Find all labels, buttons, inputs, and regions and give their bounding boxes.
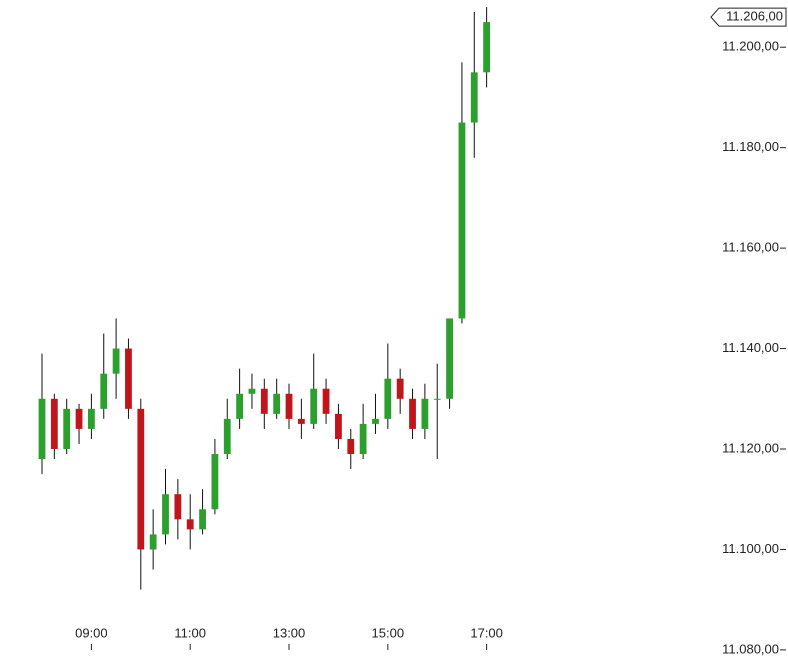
candle-body	[335, 413, 342, 439]
y-tick-label: 11.100,00	[722, 541, 779, 556]
y-tick-label: 11.160,00	[722, 240, 779, 255]
candle-body	[162, 494, 169, 535]
candle-body	[446, 318, 453, 399]
candle-body	[137, 408, 145, 550]
y-tick-label: 11.200,00	[722, 39, 779, 54]
candle-body	[433, 398, 441, 400]
candle-body	[186, 519, 194, 530]
candle-body	[211, 454, 219, 510]
candle-body	[223, 418, 231, 455]
candle-body	[322, 388, 330, 414]
candle-body	[88, 408, 95, 429]
candle-body	[297, 418, 305, 424]
last-price-label: 11.206,00	[726, 9, 783, 24]
candle-body	[409, 398, 416, 429]
candle-body	[470, 72, 478, 123]
last-price-box	[710, 7, 787, 27]
candle-body	[372, 418, 379, 424]
x-tick-label: 11:00	[174, 625, 206, 640]
candle-body	[174, 494, 182, 520]
y-tick-label: 11.120,00	[722, 440, 779, 455]
candle-body	[149, 534, 157, 550]
candle-body	[347, 438, 355, 455]
x-tick-label: 13:00	[273, 625, 306, 640]
candle-body	[273, 393, 281, 414]
candle-body	[310, 388, 318, 424]
y-tick-label: 11.180,00	[722, 139, 779, 154]
candle-body	[38, 398, 46, 460]
candle-body	[248, 388, 256, 394]
candle-body	[100, 373, 108, 409]
candle-body	[63, 408, 71, 450]
y-tick-label: 11.080,00	[722, 641, 779, 656]
candle-body	[359, 423, 367, 455]
candle-body	[396, 378, 404, 399]
candle-body	[483, 22, 491, 73]
candle-body	[50, 398, 58, 450]
candle-body	[421, 398, 429, 429]
candle-body	[236, 393, 244, 419]
x-tick-label: 09:00	[75, 625, 108, 640]
candle-body	[285, 393, 293, 419]
candle-body	[199, 509, 206, 530]
candle-body	[384, 378, 392, 419]
candle-body	[260, 388, 268, 414]
x-tick-label: 17:00	[470, 625, 503, 640]
candle-body	[458, 122, 466, 319]
y-tick-label: 11.140,00	[722, 340, 779, 355]
candle-body	[75, 408, 83, 429]
x-tick-label: 15:00	[372, 625, 405, 640]
candle-body	[112, 348, 120, 374]
candle-body	[125, 348, 132, 409]
